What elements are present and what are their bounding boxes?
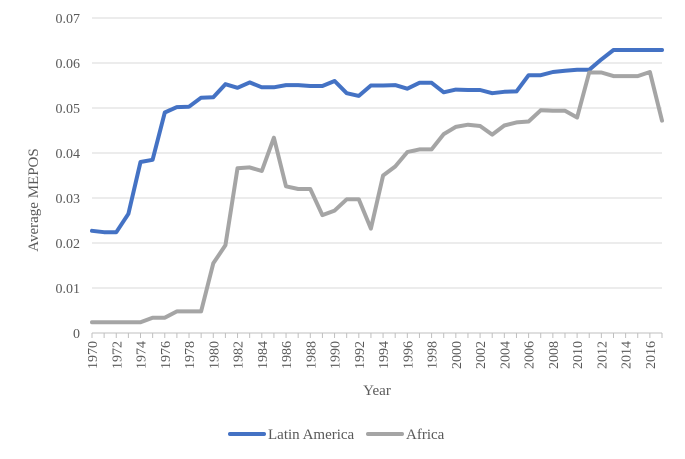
series-line-africa <box>90 70 664 325</box>
series-line-latin-america <box>90 48 664 235</box>
x-tick-label: 2012 <box>595 341 610 369</box>
x-axis-ticks: 1970 1972 1974 1976 1978 1980 1982 1984 1986 1988… <box>86 333 663 369</box>
y-tick-label: 0.01 <box>56 282 81 297</box>
y-axis-title: Average MEPOS <box>26 148 42 251</box>
x-tick-label: 1994 <box>377 341 392 369</box>
y-tick-label: 0 <box>73 327 80 342</box>
x-tick-label: 1970 <box>86 341 101 369</box>
x-tick-label: 1996 <box>401 341 416 369</box>
y-axis-ticks: 0 0.01 0.02 0.03 0.04 0.05 0.06 0.07 <box>56 12 81 342</box>
legend-label-latin-america: Latin America <box>268 427 355 443</box>
x-tick-label: 1986 <box>280 341 295 369</box>
x-tick-label: 2008 <box>547 341 562 369</box>
x-axis-title: Year <box>363 383 391 399</box>
x-tick-label: 2004 <box>498 341 513 369</box>
x-tick-label: 2002 <box>474 341 489 369</box>
legend: Latin America Africa <box>228 427 445 443</box>
x-tick-label: 2014 <box>620 341 635 369</box>
x-tick-label: 2006 <box>523 341 538 369</box>
y-tick-label: 0.07 <box>56 12 81 27</box>
x-tick-label: 1992 <box>353 341 368 369</box>
x-tick-label: 2000 <box>450 341 465 369</box>
x-tick-label: 2016 <box>644 341 659 369</box>
gridlines <box>92 17 662 334</box>
x-tick-label: 1976 <box>159 341 174 369</box>
y-tick-label: 0.04 <box>56 147 81 162</box>
x-tick-label: 1998 <box>426 341 441 369</box>
series-lines <box>90 48 664 325</box>
x-tick-label: 1980 <box>207 341 222 369</box>
y-tick-label: 0.06 <box>56 57 81 72</box>
y-tick-label: 0.02 <box>56 237 81 252</box>
x-tick-label: 1988 <box>304 341 319 369</box>
x-tick-label: 1978 <box>183 341 198 369</box>
x-tick-label: 1972 <box>110 341 125 369</box>
y-tick-label: 0.03 <box>56 192 81 207</box>
x-tick-label: 1982 <box>232 341 247 369</box>
x-tick-label: 1990 <box>329 341 344 369</box>
x-tick-label: 1974 <box>135 341 150 369</box>
x-tick-label: 1984 <box>256 341 271 369</box>
legend-label-africa: Africa <box>406 427 445 443</box>
y-tick-label: 0.05 <box>56 102 81 117</box>
x-tick-label: 2010 <box>571 341 586 369</box>
